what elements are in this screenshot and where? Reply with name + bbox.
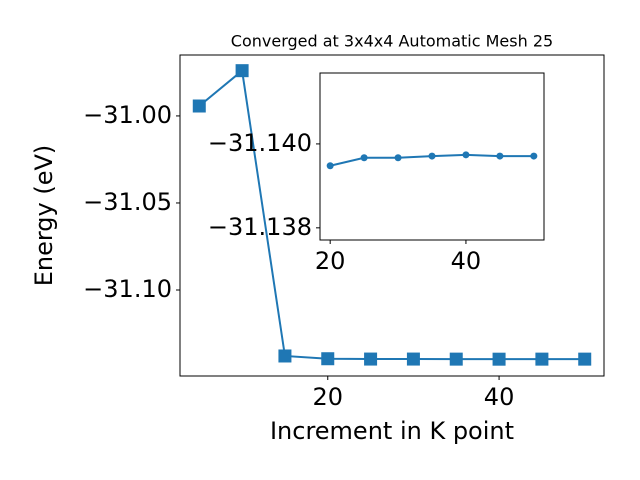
axes-frame <box>179 54 605 377</box>
marker <box>235 64 249 78</box>
marker <box>492 352 506 366</box>
x-tick-label: 40 <box>484 383 515 411</box>
marker <box>321 352 335 366</box>
marker <box>496 152 504 160</box>
axes-frame <box>319 72 545 241</box>
marker <box>364 352 378 366</box>
marker <box>360 154 368 162</box>
x-tick-label: 20 <box>312 383 343 411</box>
y-tick-label: −31.00 <box>83 101 172 129</box>
marker <box>462 151 470 159</box>
marker <box>449 352 463 366</box>
marker <box>406 352 420 366</box>
y-axis-label: Energy (eV) <box>30 145 58 287</box>
marker <box>578 352 592 366</box>
x-axis-label: Increment in K point <box>270 417 514 445</box>
marker <box>192 99 206 113</box>
marker <box>394 154 402 162</box>
marker <box>428 152 436 160</box>
chart-title: Converged at 3x4x4 Automatic Mesh 25 <box>231 32 553 51</box>
marker <box>326 162 334 170</box>
y-tick-label: −31.10 <box>83 275 172 303</box>
marker <box>535 352 549 366</box>
x-tick-label: 20 <box>315 247 346 275</box>
series-line <box>198 68 585 361</box>
y-tick-label: −31.05 <box>83 188 172 216</box>
x-tick-label: 40 <box>451 247 482 275</box>
marker <box>278 349 292 363</box>
y-tick-label: −31.140 <box>208 129 312 157</box>
y-tick-label: −31.138 <box>208 213 312 241</box>
marker <box>530 152 538 160</box>
